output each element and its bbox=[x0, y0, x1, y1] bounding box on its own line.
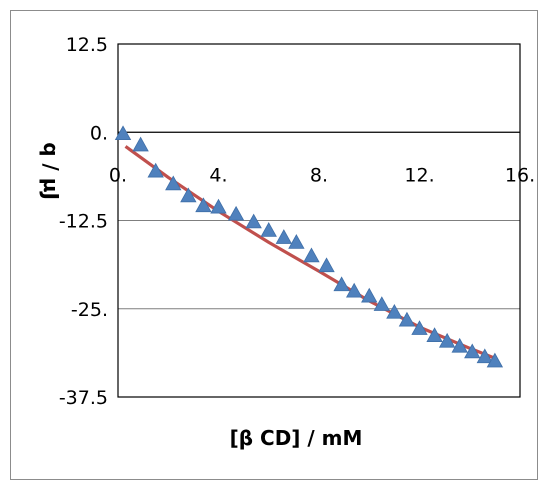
data-point bbox=[476, 348, 494, 364]
data-point bbox=[114, 125, 132, 141]
data-point bbox=[245, 213, 262, 229]
data-point bbox=[411, 320, 428, 335]
x-tick-label: 0. bbox=[109, 164, 127, 186]
y-tick-label: 12.5 bbox=[66, 34, 108, 56]
data-point bbox=[486, 352, 504, 368]
data-point bbox=[361, 287, 378, 303]
data-point bbox=[438, 332, 456, 348]
data-point bbox=[451, 337, 468, 353]
plot-area-border bbox=[117, 43, 521, 398]
data-point bbox=[318, 257, 335, 273]
series-layer bbox=[114, 125, 504, 368]
data-point bbox=[398, 311, 416, 327]
chart-frame: 12.5 0. -12.5 -25. -37.5 0. 4. 8. 12. 16. [β CD] … bbox=[10, 10, 538, 480]
x-axis-title: [β CD] / mM bbox=[230, 426, 363, 450]
data-point bbox=[373, 296, 390, 311]
data-point bbox=[210, 198, 227, 214]
x-tick-label: 8. bbox=[310, 164, 328, 186]
x-tick-label: 12. bbox=[404, 164, 434, 186]
data-point bbox=[260, 222, 277, 237]
data-point bbox=[303, 247, 320, 263]
data-point bbox=[464, 343, 481, 359]
plot-area bbox=[117, 43, 521, 398]
data-point bbox=[275, 229, 293, 244]
data-point bbox=[180, 187, 197, 203]
x-tick-label: 4. bbox=[209, 164, 227, 186]
data-point bbox=[227, 205, 245, 221]
data-point bbox=[386, 303, 403, 319]
data-point bbox=[333, 276, 350, 292]
y-tick-label: -12.5 bbox=[59, 211, 108, 233]
data-point bbox=[288, 234, 305, 249]
data-point bbox=[147, 162, 164, 178]
data-point bbox=[195, 197, 212, 213]
data-point bbox=[345, 282, 363, 298]
x-tick-label: 16. bbox=[505, 164, 535, 186]
chart-svg: 12.5 0. -12.5 -25. -37.5 0. 4. 8. 12. 16. [β CD] … bbox=[39, 34, 535, 450]
y-tick-label: -25. bbox=[71, 299, 108, 321]
tick-labels: 12.5 0. -12.5 -25. -37.5 0. 4. 8. 12. 16. bbox=[59, 34, 535, 409]
data-point bbox=[132, 136, 149, 152]
data-point bbox=[165, 175, 182, 191]
y-axis-title: q / µJ bbox=[39, 142, 63, 200]
data-point bbox=[426, 327, 443, 342]
y-tick-label: 0. bbox=[90, 122, 108, 144]
y-tick-label: -37.5 bbox=[59, 387, 108, 409]
